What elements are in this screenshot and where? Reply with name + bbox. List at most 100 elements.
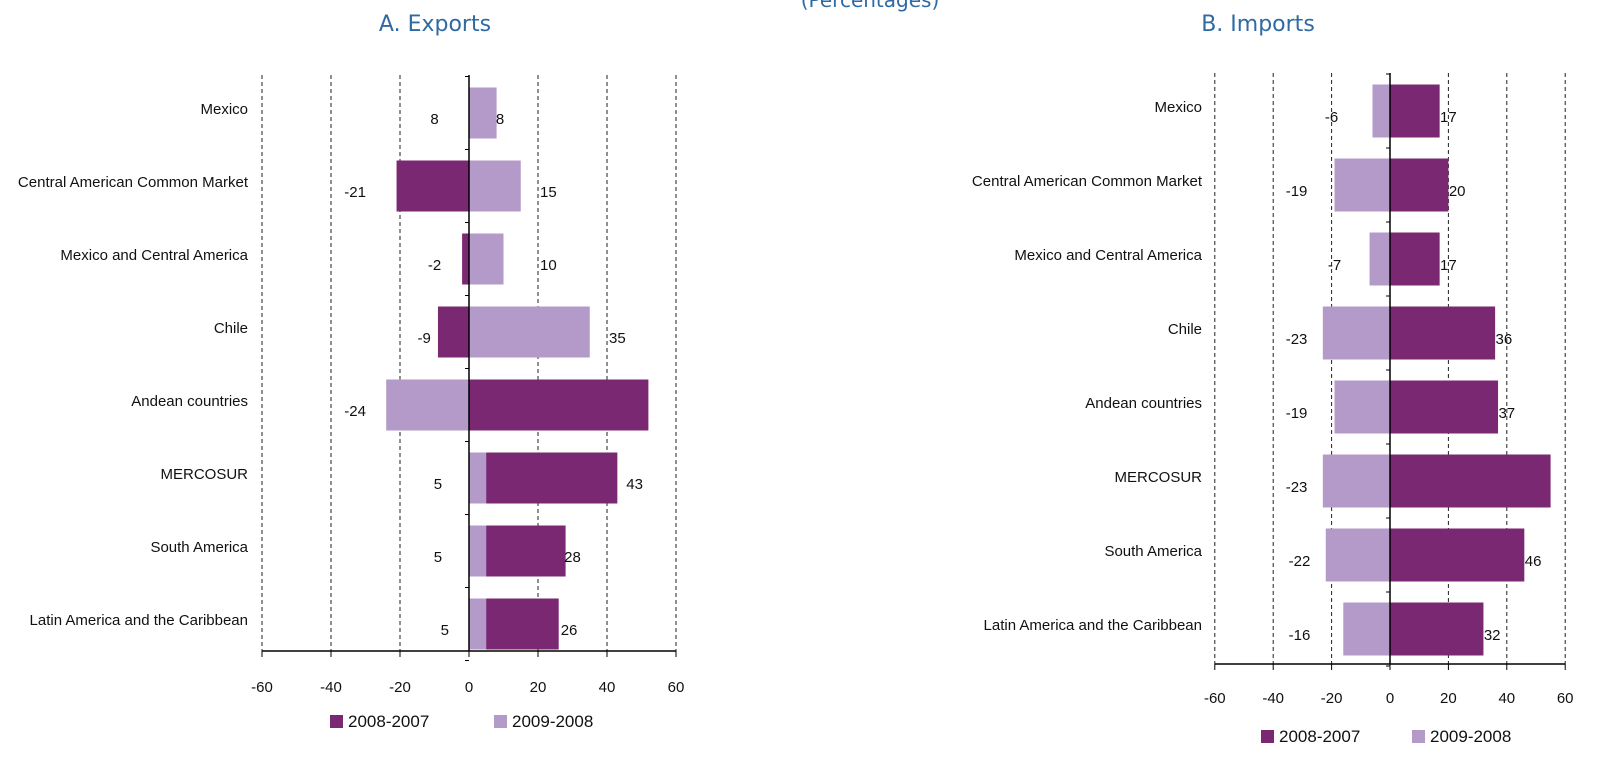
imports-chart: B. Imports -60 -40 -20 0 20 40 60 Mexico Central … bbox=[972, 12, 1574, 746]
bar-2009-2008-mexico-and-central-america bbox=[1369, 232, 1390, 286]
chart-title: A. Exports bbox=[379, 12, 491, 37]
data-label: -19 bbox=[1286, 405, 1308, 422]
x-tick-label-60: -60 bbox=[1204, 690, 1226, 707]
bar-2009-2008-central-american-common-market bbox=[469, 160, 521, 212]
data-label: -24 bbox=[344, 403, 366, 420]
category-label-mexico-and-central-america: Mexico and Central America bbox=[60, 247, 248, 264]
x-tick-label-0: 0 bbox=[1386, 690, 1394, 707]
legend-label-2009-2008: 2009-2008 bbox=[1430, 727, 1511, 746]
category-label-latin-america-and-the-caribbean: Latin America and the Caribbean bbox=[984, 617, 1202, 634]
x-tick-label-40: -40 bbox=[320, 679, 342, 696]
x-tick-label-40: -40 bbox=[1262, 690, 1284, 707]
data-label: 43 bbox=[626, 476, 643, 493]
chart-title: B. Imports bbox=[1201, 12, 1315, 37]
bar-2009-2008-chile bbox=[469, 306, 590, 358]
data-label: 5 bbox=[441, 622, 449, 639]
bar-2008-2007-south-america bbox=[1390, 528, 1525, 582]
bar-2009-2008-mercosur bbox=[469, 452, 487, 504]
category-label-chile: Chile bbox=[214, 320, 248, 337]
data-label: -6 bbox=[1325, 109, 1338, 126]
bar-2008-2007-mercosur bbox=[1390, 454, 1551, 508]
data-label: -23 bbox=[1286, 479, 1308, 496]
data-label: 28 bbox=[564, 549, 581, 566]
data-label: -16 bbox=[1289, 627, 1311, 644]
data-label: 15 bbox=[540, 184, 557, 201]
bar-2008-2007-latin-america-and-the-caribbean bbox=[1390, 602, 1484, 656]
bar-2009-2008-andean-countries bbox=[1334, 380, 1390, 434]
data-label: 10 bbox=[540, 257, 557, 274]
category-label-south-america: South America bbox=[150, 539, 248, 556]
data-label: 20 bbox=[1449, 183, 1466, 200]
data-label: 8 bbox=[430, 111, 438, 128]
bar-2008-2007-chile bbox=[1390, 306, 1496, 360]
x-tick-label-20: 20 bbox=[1440, 690, 1457, 707]
category-label-mexico: Mexico bbox=[1154, 99, 1202, 116]
data-label: -2 bbox=[428, 257, 441, 274]
bar-2009-2008-chile bbox=[1322, 306, 1390, 360]
category-label-latin-america-and-the-caribbean: Latin America and the Caribbean bbox=[30, 612, 248, 629]
category-label-chile: Chile bbox=[1168, 321, 1202, 338]
data-label: 8 bbox=[496, 111, 504, 128]
legend-label-2009-2008: 2009-2008 bbox=[512, 712, 593, 731]
legend-swatch-2008-2007 bbox=[330, 715, 343, 728]
data-label: 36 bbox=[1496, 331, 1513, 348]
legend-label-2008-2007: 2008-2007 bbox=[348, 712, 429, 731]
data-label: -9 bbox=[417, 330, 430, 347]
data-label: -19 bbox=[1286, 183, 1308, 200]
bar-2008-2007-central-american-common-market bbox=[1390, 158, 1449, 212]
bar-2008-2007-mexico bbox=[1390, 84, 1440, 138]
x-tick-label-20: -20 bbox=[1321, 690, 1343, 707]
data-label: -23 bbox=[1286, 331, 1308, 348]
data-label: 26 bbox=[561, 622, 578, 639]
data-label: 37 bbox=[1498, 405, 1515, 422]
x-tick-label-40: 40 bbox=[1498, 690, 1515, 707]
x-tick-label-60: 60 bbox=[668, 679, 685, 696]
bar-2008-2007-andean-countries bbox=[469, 379, 649, 431]
bar-2009-2008-mexico bbox=[1372, 84, 1390, 138]
bar-2009-2008-latin-america-and-the-caribbean bbox=[469, 598, 487, 650]
x-tick-label-20: 20 bbox=[530, 679, 547, 696]
data-label: 46 bbox=[1525, 553, 1542, 570]
data-label: 17 bbox=[1440, 257, 1457, 274]
x-tick-label-20: -20 bbox=[389, 679, 411, 696]
bar-2009-2008-mexico-and-central-america bbox=[469, 233, 504, 285]
bar-2008-2007-mexico-and-central-america bbox=[1390, 232, 1440, 286]
bar-2009-2008-mexico bbox=[469, 87, 497, 139]
data-label: 32 bbox=[1484, 627, 1501, 644]
category-label-mexico-and-central-america: Mexico and Central America bbox=[1014, 247, 1202, 264]
x-tick-label-0: 0 bbox=[465, 679, 473, 696]
data-label: 35 bbox=[609, 330, 626, 347]
legend-swatch-2009-2008 bbox=[1412, 730, 1425, 743]
bar-2008-2007-andean-countries bbox=[1390, 380, 1499, 434]
category-label-andean-countries: Andean countries bbox=[1085, 395, 1202, 412]
data-label: 5 bbox=[434, 476, 442, 493]
bar-2009-2008-latin-america-and-the-caribbean bbox=[1343, 602, 1390, 656]
x-tick-label-60: -60 bbox=[251, 679, 273, 696]
bar-2008-2007-mercosur bbox=[469, 452, 618, 504]
x-tick-label-40: 40 bbox=[599, 679, 616, 696]
data-label: -7 bbox=[1328, 257, 1341, 274]
exports-panel: A. Exports -60 -40 -20 0 20 40 60 Mexico Central … bbox=[0, 0, 720, 775]
page-subtitle: (Percentages) bbox=[800, 0, 940, 12]
bar-2009-2008-south-america bbox=[469, 525, 487, 577]
bar-2009-2008-andean-countries bbox=[386, 379, 469, 431]
legend-swatch-2009-2008 bbox=[494, 715, 507, 728]
category-label-central-american-common-market: Central American Common Market bbox=[972, 173, 1203, 190]
data-label: 17 bbox=[1440, 109, 1457, 126]
category-label-mexico: Mexico bbox=[200, 101, 248, 118]
imports-panel: B. Imports -60 -40 -20 0 20 40 60 Mexico Central … bbox=[955, 0, 1620, 775]
bar-2009-2008-central-american-common-market bbox=[1334, 158, 1390, 212]
exports-chart: A. Exports -60 -40 -20 0 20 40 60 Mexico Central … bbox=[18, 12, 685, 731]
data-label: -21 bbox=[344, 184, 366, 201]
bar-2008-2007-chile bbox=[437, 306, 469, 358]
bar-2009-2008-mercosur bbox=[1322, 454, 1390, 508]
bar-2008-2007-central-american-common-market bbox=[396, 160, 469, 212]
bar-2008-2007-mexico-and-central-america bbox=[462, 233, 469, 285]
x-tick-label-60: 60 bbox=[1557, 690, 1574, 707]
category-label-south-america: South America bbox=[1104, 543, 1202, 560]
data-label: -22 bbox=[1289, 553, 1311, 570]
category-label-mercosur: MERCOSUR bbox=[160, 466, 248, 483]
bar-2009-2008-south-america bbox=[1325, 528, 1390, 582]
data-label: 5 bbox=[434, 549, 442, 566]
category-label-mercosur: MERCOSUR bbox=[1114, 469, 1202, 486]
